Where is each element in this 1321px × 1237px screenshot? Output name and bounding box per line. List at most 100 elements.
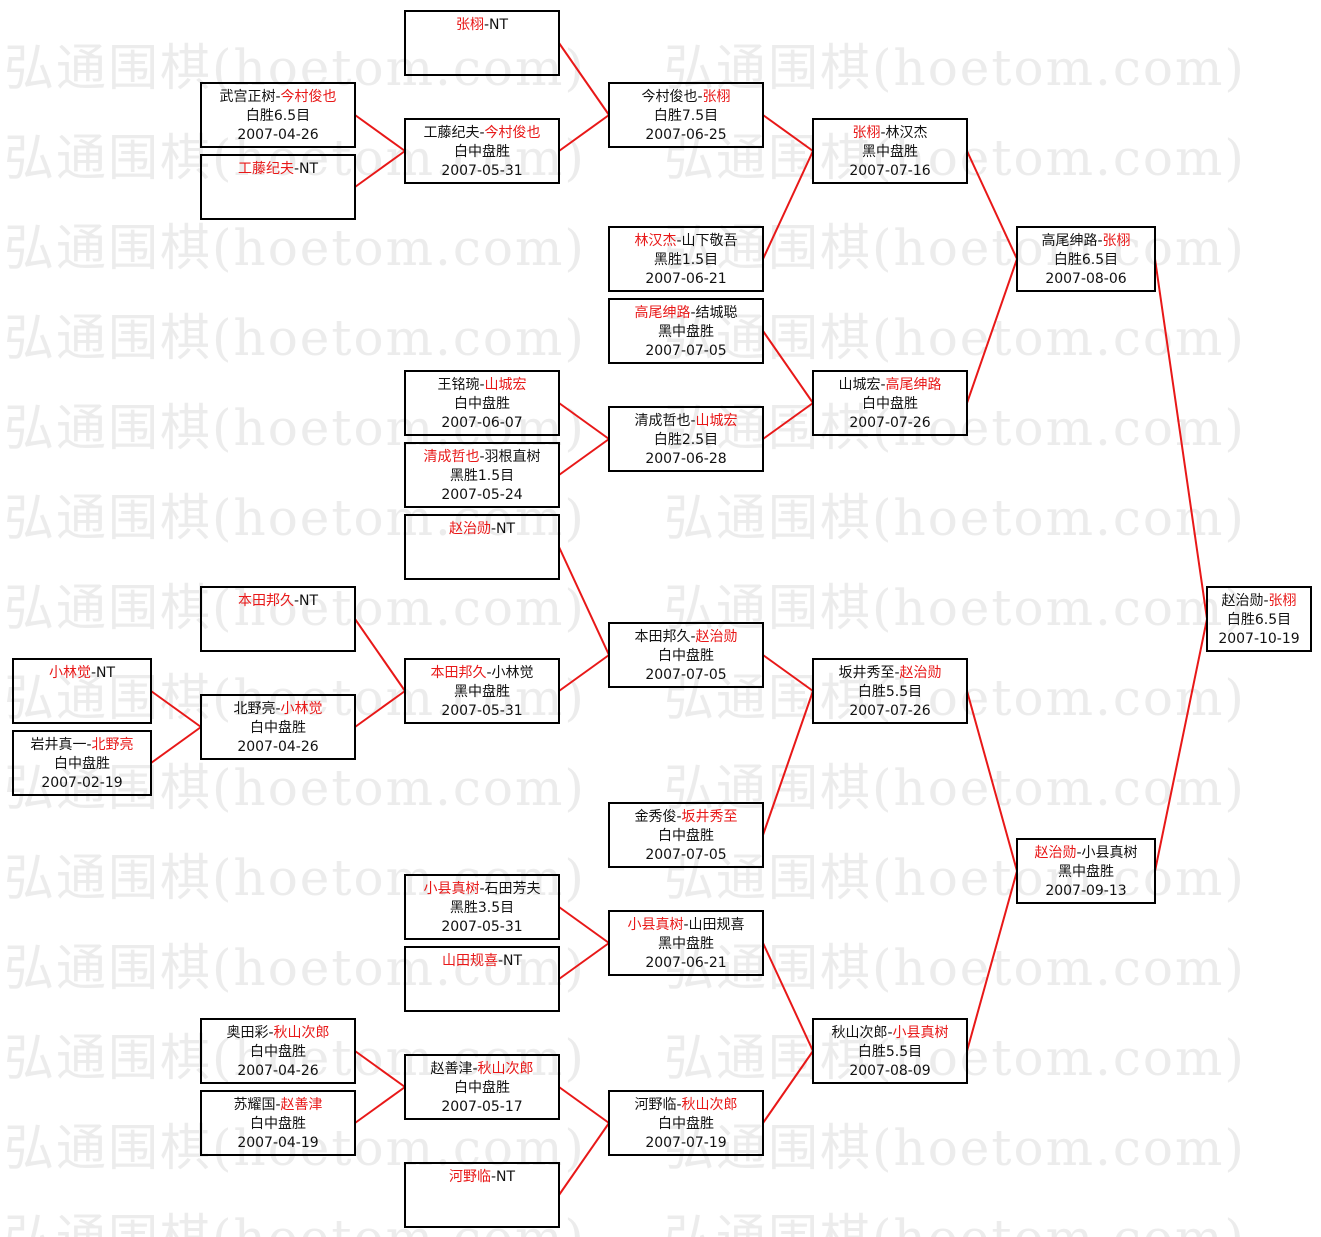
match-date: 2007-09-13 xyxy=(1045,883,1127,899)
player-name: 小县真树 xyxy=(1081,845,1138,861)
player-name: NT xyxy=(489,17,509,33)
bracket-connector xyxy=(354,1050,406,1088)
bracket-connector xyxy=(354,618,406,692)
player-name: 张栩 xyxy=(1268,593,1297,609)
match-players: 赵治勋-张栩 xyxy=(1208,592,1310,611)
separator: - xyxy=(690,629,696,645)
watermark: 弘通围棋(hoetom.com) xyxy=(4,39,586,97)
watermark: 弘通围棋(hoetom.com) xyxy=(664,849,1246,907)
match-box: 本田邦久-小林觉 黑中盘胜 2007-05-31 xyxy=(404,658,560,724)
player-name: 小林觉 xyxy=(280,701,323,717)
separator: - xyxy=(880,125,886,141)
match-result: 黑胜3.5目 xyxy=(449,900,515,916)
match-players: 河野临-NT xyxy=(406,1168,558,1187)
player-name: 张栩 xyxy=(702,89,731,105)
separator: - xyxy=(275,89,281,105)
watermark: 弘通围棋(hoetom.com) xyxy=(4,669,586,727)
match-date: 2007-07-16 xyxy=(849,163,931,179)
match-players: 清成哲也-羽根直树 xyxy=(406,448,558,467)
bracket-connector xyxy=(354,150,406,188)
match-result: 白中盘胜 xyxy=(250,1116,306,1132)
match-players: 赵善津-秋山次郎 xyxy=(406,1060,558,1079)
match-result: 黑胜1.5目 xyxy=(653,252,719,268)
match-date: 2007-02-19 xyxy=(41,775,123,791)
match-box: 清成哲也-羽根直树 黑胜1.5目 2007-05-24 xyxy=(404,442,560,508)
match-date: 2007-05-31 xyxy=(441,163,523,179)
match-box: 小林觉-NT xyxy=(12,658,152,724)
match-date: 2007-05-17 xyxy=(441,1099,523,1115)
watermark: 弘通围棋(hoetom.com) xyxy=(4,1029,586,1087)
watermark: 弘通围棋(hoetom.com) xyxy=(4,759,586,817)
watermark: 弘通围棋(hoetom.com) xyxy=(664,309,1246,367)
separator: - xyxy=(486,665,492,681)
player-name: 山田规喜 xyxy=(688,917,745,933)
watermark: 弘通围棋(hoetom.com) xyxy=(664,1029,1246,1087)
bracket-connector xyxy=(150,726,202,764)
player-name: 秋山次郎 xyxy=(477,1061,534,1077)
bracket-connector xyxy=(354,1086,406,1124)
match-box: 山田规喜-NT xyxy=(404,946,560,1012)
match-box: 高尾绅路-结城聪 黑中盘胜 2007-07-05 xyxy=(608,298,764,364)
match-box: 林汉杰-山下敬吾 黑胜1.5目 2007-06-21 xyxy=(608,226,764,292)
match-players: 山城宏-高尾绅路 xyxy=(814,376,966,395)
player-name: 秋山次郎 xyxy=(273,1025,330,1041)
bracket-connector xyxy=(150,690,202,728)
match-result: 黑中盘胜 xyxy=(454,684,510,700)
match-result: 白中盘胜 xyxy=(250,1044,306,1060)
match-date: 2007-08-06 xyxy=(1045,271,1127,287)
match-box: 武宫正树-今村俊也 白胜6.5目 2007-04-26 xyxy=(200,82,356,148)
bracket-connector xyxy=(966,150,1018,260)
player-name: 小县真树 xyxy=(627,917,684,933)
bracket-connector xyxy=(558,654,610,692)
match-players: 奥田彩-秋山次郎 xyxy=(202,1024,354,1043)
match-result: 黑中盘胜 xyxy=(1058,864,1114,880)
player-name: 王铭琬 xyxy=(437,377,480,393)
watermark: 弘通围棋(hoetom.com) xyxy=(664,489,1246,547)
player-name: 清成哲也 xyxy=(634,413,691,429)
player-name: 林汉杰 xyxy=(634,233,677,249)
bracket-connector xyxy=(558,114,610,152)
match-players: 小县真树-山田规喜 xyxy=(610,916,762,935)
player-name: 岩井真一 xyxy=(30,737,87,753)
match-result: 白中盘胜 xyxy=(658,1116,714,1132)
player-name: 河野临 xyxy=(634,1097,677,1113)
match-result: 白中盘胜 xyxy=(54,756,110,772)
separator: - xyxy=(293,161,300,177)
match-players: 张栩-NT xyxy=(406,16,558,35)
match-result: 白胜6.5目 xyxy=(1226,612,1292,628)
watermark: 弘通围棋(hoetom.com) xyxy=(664,129,1246,187)
match-date: 2007-07-05 xyxy=(645,847,727,863)
match-players: 金秀俊-坂井秀至 xyxy=(610,808,762,827)
bracket-connector xyxy=(762,654,814,692)
match-box: 赵治勋-小县真树 黑中盘胜 2007-09-13 xyxy=(1016,838,1156,904)
match-result: 白中盘胜 xyxy=(454,144,510,160)
player-name: 张栩 xyxy=(852,125,881,141)
player-name: 小林觉 xyxy=(491,665,534,681)
bracket-connector xyxy=(762,690,814,836)
player-name: NT xyxy=(299,593,319,609)
watermark: 弘通围棋(hoetom.com) xyxy=(664,939,1246,997)
player-name: 金秀俊 xyxy=(634,809,677,825)
match-box: 苏耀国-赵善津 白中盘胜 2007-04-19 xyxy=(200,1090,356,1156)
watermark: 弘通围棋(hoetom.com) xyxy=(4,489,586,547)
player-name: 奥田彩 xyxy=(226,1025,269,1041)
match-box: 赵善津-秋山次郎 白中盘胜 2007-05-17 xyxy=(404,1054,560,1120)
separator: - xyxy=(697,89,703,105)
match-date: 2007-07-19 xyxy=(645,1135,727,1151)
bracket-connector xyxy=(762,942,814,1052)
player-name: 苏耀国 xyxy=(233,1097,276,1113)
bracket-connector xyxy=(966,690,1018,872)
separator: - xyxy=(479,881,485,897)
separator: - xyxy=(275,1097,281,1113)
player-name: 小县真树 xyxy=(892,1025,949,1041)
separator: - xyxy=(1097,233,1103,249)
match-box: 坂井秀至-赵治勋 白胜5.5目 2007-07-26 xyxy=(812,658,968,724)
separator: - xyxy=(479,449,485,465)
match-result: 白中盘胜 xyxy=(658,828,714,844)
match-players: 工藤纪夫-NT xyxy=(202,160,354,179)
match-players: 张栩-林汉杰 xyxy=(814,124,966,143)
separator: - xyxy=(483,17,490,33)
match-date: 2007-06-28 xyxy=(645,451,727,467)
player-name: 北野亮 xyxy=(91,737,134,753)
bracket-connector xyxy=(966,258,1018,404)
